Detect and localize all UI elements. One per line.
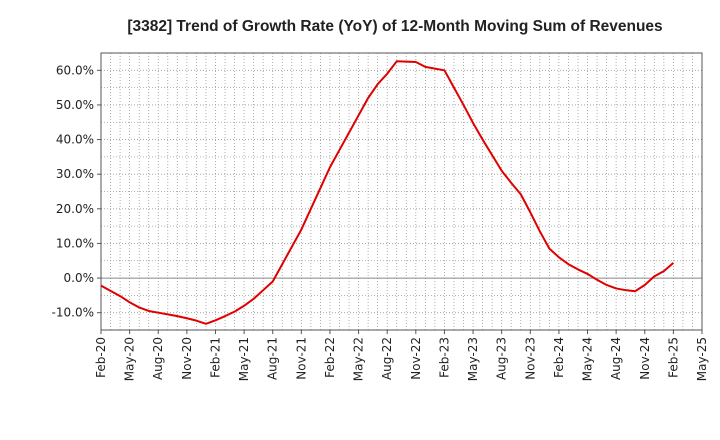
x-tick-label: Feb-23 xyxy=(437,337,451,378)
x-axis-ticks: Feb-20 May-20 Aug-20 Nov-20 Feb-21 May-21 Aug-… xyxy=(94,330,709,381)
x-tick-label: Aug-20 xyxy=(151,337,165,380)
y-tick-label: 0.0% xyxy=(64,271,95,285)
x-tick-label: Nov-21 xyxy=(294,337,308,380)
x-tick-label: May-22 xyxy=(352,337,366,381)
x-tick-label: Nov-20 xyxy=(180,337,194,380)
x-tick-label: May-24 xyxy=(581,337,595,381)
gridlines xyxy=(100,52,703,331)
x-tick-label: Aug-21 xyxy=(266,337,280,380)
x-tick-label: Feb-22 xyxy=(323,337,337,378)
x-tick-label: Nov-24 xyxy=(638,337,652,380)
x-tick-label: Nov-22 xyxy=(409,337,423,380)
x-tick-label: May-23 xyxy=(466,337,480,381)
x-tick-label: Aug-24 xyxy=(609,337,623,380)
y-tick-label: 60.0% xyxy=(56,63,94,77)
plot-area xyxy=(100,52,703,331)
x-tick-label: May-20 xyxy=(123,337,137,381)
x-tick-label: Feb-25 xyxy=(666,337,680,378)
y-tick-label: 50.0% xyxy=(56,98,94,112)
x-tick-label: Feb-20 xyxy=(94,337,108,378)
y-tick-label: 40.0% xyxy=(56,133,94,147)
x-tick-label: May-21 xyxy=(237,337,251,381)
y-axis-ticks: -10.0% 0.0% 10.0% 20.0% 30.0% 40.0% 50.0% 60.0% xyxy=(52,63,101,320)
series-line xyxy=(100,60,675,325)
x-tick-label: Aug-22 xyxy=(380,337,394,380)
x-tick-label: Nov-23 xyxy=(523,337,537,380)
chart-title: [3382] Trend of Growth Rate (YoY) of 12-… xyxy=(127,18,662,35)
y-tick-label: 10.0% xyxy=(56,236,94,250)
series-layer xyxy=(100,60,675,325)
x-tick-label: May-25 xyxy=(695,337,709,381)
x-tick-label: Aug-23 xyxy=(495,337,509,380)
x-tick-label: Feb-24 xyxy=(552,337,566,378)
x-tick-label: Feb-21 xyxy=(208,337,222,378)
y-tick-label: 30.0% xyxy=(56,167,94,181)
y-tick-label: 20.0% xyxy=(56,202,94,216)
y-tick-label: -10.0% xyxy=(52,306,94,320)
